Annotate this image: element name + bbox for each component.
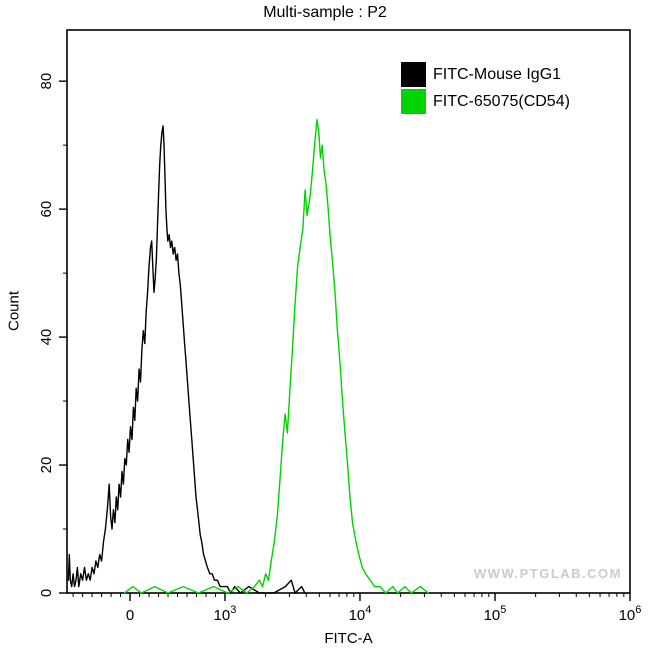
- plot-border: [66, 29, 631, 594]
- chart-title: Multi-sample : P2: [263, 4, 387, 21]
- histogram-curve-cd54: [123, 118, 429, 594]
- y-tick-label: 0: [38, 589, 55, 597]
- legend-swatch-green: [401, 89, 426, 114]
- legend-label-cd54: FITC-65075(CD54): [433, 92, 570, 110]
- legend-swatch-black: [401, 62, 426, 87]
- x-tick-label: 106: [619, 604, 642, 624]
- x-tick-label: 0: [126, 607, 134, 624]
- y-tick-label: 40: [38, 329, 55, 346]
- histogram-curve-mouse-igg1: [67, 125, 306, 594]
- legend: FITC-Mouse IgG1 FITC-65075(CD54): [401, 62, 570, 116]
- y-tick-label: 60: [38, 201, 55, 218]
- y-tick-label: 80: [38, 73, 55, 90]
- x-tick-label: 103: [214, 604, 237, 624]
- y-axis-label: Count: [5, 290, 23, 332]
- watermark: WWW.PTGLAB.COM: [473, 566, 622, 581]
- legend-item-control: FITC-Mouse IgG1: [401, 62, 570, 87]
- legend-item-cd54: FITC-65075(CD54): [401, 89, 570, 114]
- y-tick-label: 20: [38, 457, 55, 474]
- x-axis-label: FITC-A: [324, 630, 373, 647]
- x-tick-label: 104: [349, 604, 372, 624]
- legend-label-control: FITC-Mouse IgG1: [433, 65, 562, 83]
- x-tick-label: 105: [484, 604, 507, 624]
